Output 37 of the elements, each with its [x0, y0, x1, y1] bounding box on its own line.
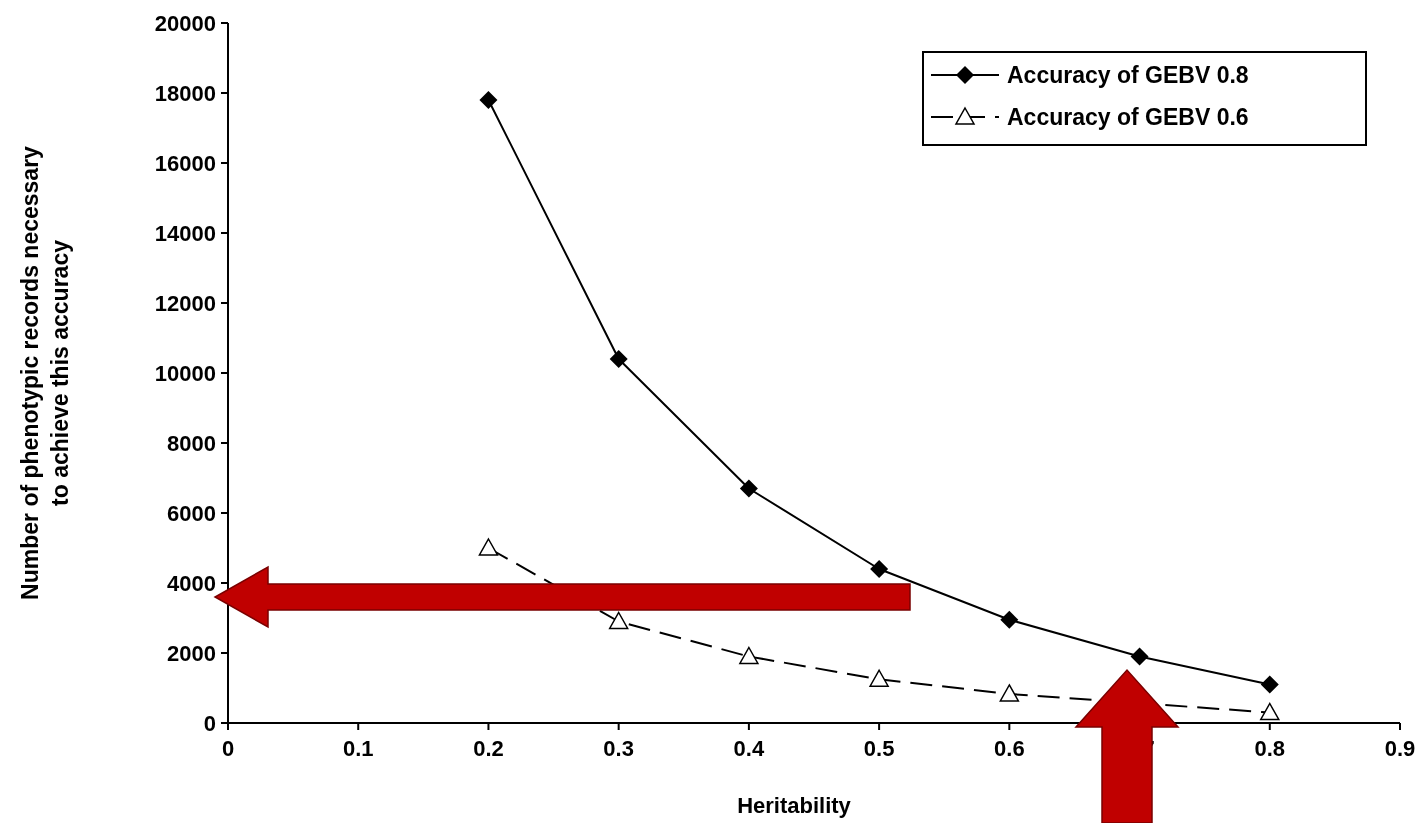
point	[1260, 702, 1280, 721]
y-tick-label: 10000	[154, 360, 216, 386]
point	[478, 538, 499, 556]
point	[609, 350, 628, 368]
x-tick-label: 0	[221, 736, 235, 761]
y-tick-label: 0	[203, 710, 216, 736]
x-tick-label: 0.2	[473, 736, 504, 761]
y-tick-label: 2000	[167, 640, 216, 666]
point	[869, 669, 889, 687]
point	[739, 479, 758, 498]
x-axis-title: Heritability	[737, 793, 852, 818]
x-tick-label: 0.9	[1384, 736, 1416, 761]
x-tick-label: 0.4	[733, 736, 765, 761]
y-axis-title: Number of phenotypic records necessary to achieve this accuracy	[17, 145, 73, 600]
y-tick-label: 6000	[167, 500, 216, 526]
point	[1000, 610, 1019, 629]
point	[999, 684, 1020, 702]
legend-label: Accuracy of GEBV 0.8	[1007, 62, 1249, 89]
x-tick-label: 0.8	[1254, 736, 1286, 761]
point	[1260, 675, 1279, 694]
y-tick-label: 4000	[167, 570, 216, 596]
y-tick-label: 14000	[154, 220, 216, 246]
x-tick-label: 0.3	[603, 736, 634, 761]
x-tick-label: 0.1	[342, 736, 374, 761]
y-tick-label: 8000	[167, 430, 216, 456]
point	[739, 646, 759, 665]
x-tick-label: 0.5	[863, 736, 895, 761]
point	[1130, 647, 1149, 666]
y-tick-label: 18000	[154, 80, 216, 106]
y-tick-label: 20000	[154, 10, 216, 36]
y-tick-label: 12000	[154, 290, 216, 316]
x-tick-label: 0.6	[994, 736, 1025, 761]
point	[479, 91, 498, 109]
legend-label: Accuracy of GEBV 0.6	[1007, 104, 1249, 131]
point	[870, 560, 889, 578]
y-tick-label: 16000	[154, 150, 216, 176]
point	[608, 611, 629, 630]
